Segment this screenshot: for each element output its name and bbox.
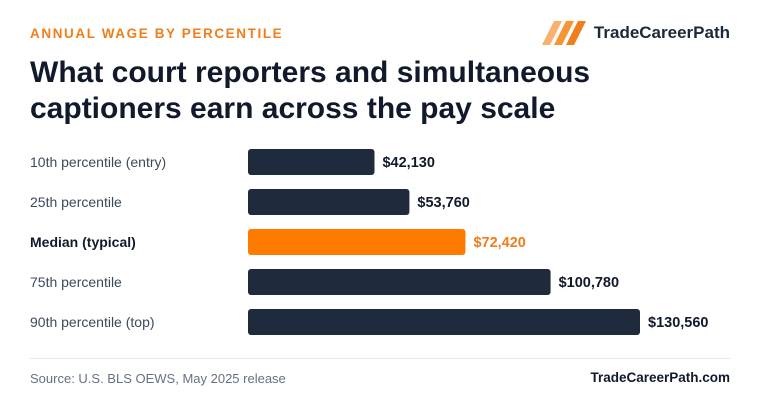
chart-title: What court reporters and simultaneous ca… bbox=[30, 56, 591, 125]
footer-divider bbox=[30, 358, 730, 359]
wage-bar bbox=[248, 189, 410, 215]
category-label: 25th percentile bbox=[30, 194, 122, 210]
value-label: $72,420 bbox=[473, 235, 525, 251]
site-url[interactable]: TradeCareerPath.com bbox=[590, 370, 730, 385]
wage-bar bbox=[248, 229, 466, 255]
value-label: $100,780 bbox=[559, 275, 619, 291]
wage-bar bbox=[248, 309, 640, 335]
wage-bar bbox=[248, 149, 375, 175]
value-label: $53,760 bbox=[417, 195, 469, 211]
brand-logo[interactable]: TradeCareerPath bbox=[534, 20, 730, 46]
wage-bar bbox=[248, 269, 551, 295]
category-label: Median (typical) bbox=[30, 234, 136, 250]
wage-bar-chart: 10th percentile (entry) $42,130 25th perce… bbox=[30, 149, 708, 335]
value-label: $130,560 bbox=[648, 315, 708, 331]
brand-stripes-icon bbox=[541, 21, 586, 45]
category-label: 75th percentile bbox=[30, 274, 122, 290]
source-note: Source: U.S. BLS OEWS, May 2025 release bbox=[30, 371, 286, 386]
brand-name: TradeCareerPath bbox=[593, 23, 730, 42]
value-label: $42,130 bbox=[382, 155, 434, 171]
category-label: 90th percentile (top) bbox=[30, 314, 155, 330]
category-label: 10th percentile (entry) bbox=[30, 154, 166, 170]
chart-eyebrow: ANNUAL WAGE BY PERCENTILE bbox=[30, 26, 284, 41]
